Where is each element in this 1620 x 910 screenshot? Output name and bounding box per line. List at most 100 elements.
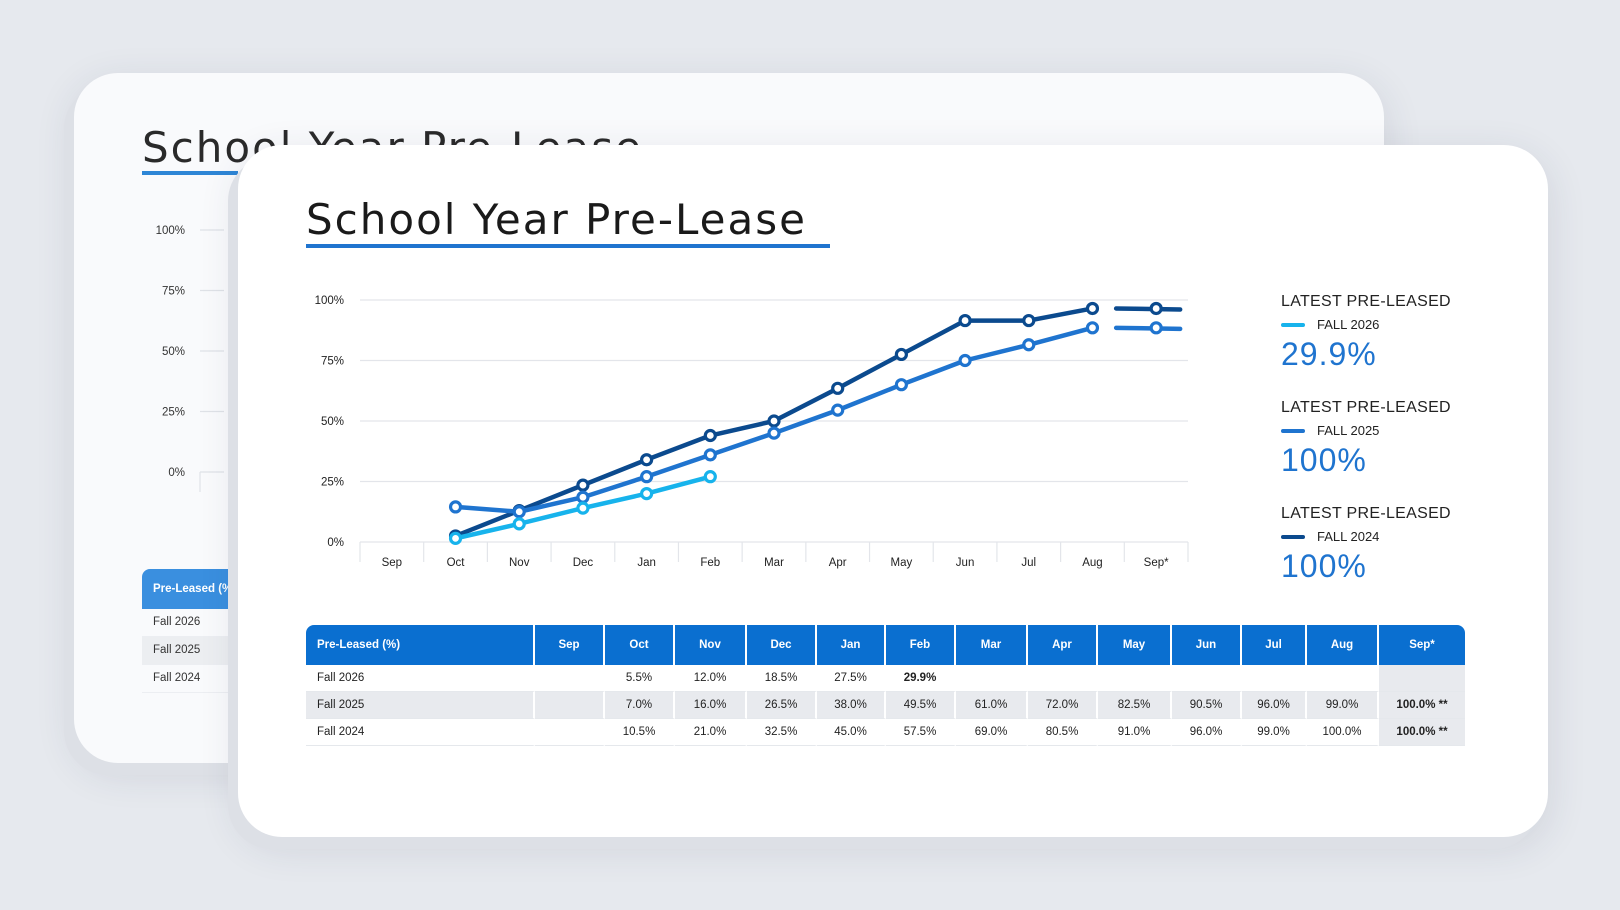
table-cell: 80.5% bbox=[1028, 719, 1098, 746]
table-cell: 7.0% bbox=[605, 692, 675, 719]
legend-swatch bbox=[1281, 322, 1305, 327]
column-header: Aug bbox=[1307, 625, 1379, 665]
table-cell: 38.0% bbox=[817, 692, 886, 719]
column-header: Nov bbox=[675, 625, 747, 665]
column-header: Sep* bbox=[1379, 625, 1465, 665]
table-cell: 96.0% bbox=[1242, 692, 1307, 719]
data-point bbox=[831, 381, 845, 395]
table-cell: 18.5% bbox=[747, 665, 817, 692]
data-point bbox=[1149, 321, 1163, 335]
back-title-underline bbox=[142, 171, 238, 175]
y-tick-label: 0% bbox=[327, 537, 344, 549]
table-cell: 100.0% ** bbox=[1379, 719, 1465, 746]
column-header: Jan bbox=[817, 625, 886, 665]
table-cell: 100.0% ** bbox=[1379, 692, 1465, 719]
table-cell: 61.0% bbox=[956, 692, 1028, 719]
back-y-tick-label: 0% bbox=[168, 467, 185, 479]
table-cell: 16.0% bbox=[675, 692, 747, 719]
table-cell: 96.0% bbox=[1172, 719, 1242, 746]
table-cell: 99.0% bbox=[1307, 692, 1379, 719]
row-label: Fall 2024 bbox=[306, 719, 535, 746]
legend-series-row: FALL 2025 bbox=[1281, 423, 1501, 438]
series-fall-2025 bbox=[448, 321, 1183, 519]
data-point bbox=[831, 403, 845, 417]
legend-swatch bbox=[1281, 428, 1305, 433]
table-cell: 5.5% bbox=[605, 665, 675, 692]
table-cell: 57.5% bbox=[886, 719, 956, 746]
table-cell bbox=[1242, 665, 1307, 692]
legend-series-name: FALL 2025 bbox=[1317, 423, 1380, 438]
table-cell bbox=[1028, 665, 1098, 692]
data-point bbox=[958, 313, 972, 328]
table-cell: 26.5% bbox=[747, 692, 817, 719]
title-underline bbox=[306, 244, 830, 248]
column-header: Pre-Leased (%) bbox=[306, 625, 535, 665]
column-header: Mar bbox=[956, 625, 1028, 665]
data-point bbox=[512, 505, 526, 519]
column-header: Oct bbox=[605, 625, 675, 665]
table-cell bbox=[1172, 665, 1242, 692]
x-tick-label: Sep bbox=[382, 557, 402, 569]
data-point bbox=[703, 448, 717, 462]
table-cell bbox=[956, 665, 1028, 692]
table-cell: 90.5% bbox=[1172, 692, 1242, 719]
column-header: Dec bbox=[747, 625, 817, 665]
table-cell: 91.0% bbox=[1098, 719, 1172, 746]
data-point bbox=[576, 478, 590, 492]
legend-fall-2024: LATEST PRE-LEASED FALL 2024 100% bbox=[1281, 505, 1501, 611]
data-point bbox=[894, 378, 908, 392]
y-tick-label: 100% bbox=[315, 295, 344, 307]
data-point bbox=[703, 470, 717, 484]
data-point bbox=[703, 428, 717, 443]
table-cell: 72.0% bbox=[1028, 692, 1098, 719]
back-y-tick-label: 50% bbox=[162, 346, 185, 358]
table-cell bbox=[1307, 665, 1379, 692]
data-point bbox=[1022, 313, 1036, 328]
x-tick-label: Jun bbox=[956, 557, 975, 569]
x-tick-label: Dec bbox=[573, 557, 594, 569]
pre-lease-line-chart: 100% 75% 50% 25% 0% Sep Oct Nov Dec Jan Feb Mar Apr M… bbox=[315, 295, 1189, 569]
column-header: Apr bbox=[1028, 625, 1098, 665]
data-point bbox=[958, 353, 972, 368]
back-table-row: Fall 2026 bbox=[142, 609, 238, 637]
table-cell: 21.0% bbox=[675, 719, 747, 746]
back-y-tick-label: 75% bbox=[162, 286, 185, 298]
page-title: School Year Pre-Lease bbox=[306, 195, 807, 244]
row-label: Fall 2025 bbox=[306, 692, 535, 719]
table-cell: 32.5% bbox=[747, 719, 817, 746]
data-point bbox=[1022, 338, 1036, 352]
y-tick-label: 25% bbox=[321, 477, 344, 489]
table-cell bbox=[1379, 665, 1465, 692]
legend-fall-2026: LATEST PRE-LEASED FALL 2026 29.9% bbox=[1281, 293, 1501, 399]
x-tick-label: Apr bbox=[829, 557, 847, 569]
table-row: Fall 2024 10.5% 21.0% 32.5% 45.0% 57.5% 69.0% 8… bbox=[306, 719, 1465, 746]
x-tick-label: Jan bbox=[637, 557, 656, 569]
y-tick-label: 75% bbox=[321, 356, 344, 368]
table-cell: 27.5% bbox=[817, 665, 886, 692]
data-point bbox=[448, 531, 463, 545]
table-cell: 29.9% bbox=[886, 665, 956, 692]
front-card: School Year Pre-Lease 100% 75% 50% 25% 0% Sep… bbox=[238, 145, 1548, 837]
column-header: Jul bbox=[1242, 625, 1307, 665]
column-header: Sep bbox=[535, 625, 605, 665]
x-tick-label: Oct bbox=[447, 557, 466, 569]
table-cell: 99.0% bbox=[1242, 719, 1307, 746]
x-tick-label: Feb bbox=[700, 557, 720, 569]
table-cell bbox=[1098, 665, 1172, 692]
column-header: May bbox=[1098, 625, 1172, 665]
table-row: Fall 2025 7.0% 16.0% 26.5% 38.0% 49.5% 61.0% 72… bbox=[306, 692, 1465, 719]
legend-heading: LATEST PRE-LEASED bbox=[1281, 293, 1451, 310]
back-table-row: Fall 2025 bbox=[142, 637, 238, 665]
series-line-segment bbox=[1113, 325, 1183, 332]
back-chart-axis: 100% 75% 50% 25% 0% bbox=[156, 225, 224, 492]
data-point bbox=[640, 453, 654, 467]
legend: LATEST PRE-LEASED FALL 2026 29.9% LATEST… bbox=[1281, 293, 1501, 611]
series-line-segment bbox=[1113, 306, 1183, 312]
back-y-tick-label: 25% bbox=[162, 407, 185, 419]
back-table: Pre-Leased (%) Fall 2026 Fall 2025 Fall … bbox=[142, 569, 238, 693]
table-cell: 82.5% bbox=[1098, 692, 1172, 719]
legend-series-name: FALL 2024 bbox=[1317, 529, 1380, 544]
data-point bbox=[767, 414, 781, 428]
table-row: Fall 2026 5.5% 12.0% 18.5% 27.5% 29.9% bbox=[306, 665, 1465, 692]
data-point bbox=[448, 500, 463, 514]
